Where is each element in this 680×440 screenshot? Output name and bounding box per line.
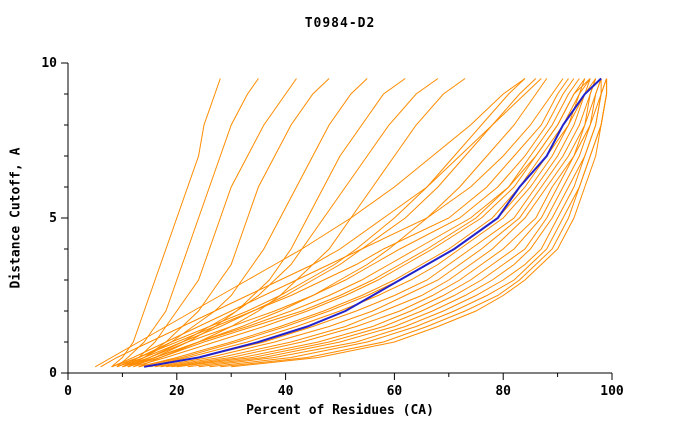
model-curve bbox=[149, 78, 591, 368]
x-axis-label: Percent of Residues (CA) bbox=[246, 403, 434, 418]
model-curve bbox=[111, 78, 564, 368]
x-tick-label: 100 bbox=[600, 384, 624, 399]
x-tick-label: 80 bbox=[495, 384, 511, 399]
model-curve bbox=[122, 78, 368, 368]
model-curve bbox=[122, 78, 575, 368]
model-curve bbox=[138, 78, 597, 368]
model-curve bbox=[127, 78, 330, 368]
model-curve bbox=[111, 78, 526, 368]
model-curve bbox=[127, 78, 580, 368]
x-tick-label: 20 bbox=[169, 384, 185, 399]
y-tick-label: 0 bbox=[49, 366, 57, 381]
model-curve bbox=[133, 78, 406, 368]
model-curve bbox=[111, 78, 221, 368]
model-curve bbox=[220, 78, 608, 368]
model-curve bbox=[94, 78, 526, 368]
model-curve bbox=[122, 78, 548, 368]
model-curve bbox=[231, 78, 608, 368]
model-curve bbox=[198, 78, 608, 368]
model-curve bbox=[127, 78, 591, 368]
model-curve bbox=[165, 78, 602, 368]
highlight-curve bbox=[143, 77, 602, 368]
model-curve bbox=[209, 78, 608, 368]
chart-title: T0984-D2 bbox=[304, 16, 376, 31]
model-curve bbox=[160, 78, 597, 368]
model-curve bbox=[100, 78, 542, 368]
model-curve bbox=[144, 78, 591, 368]
model-curve bbox=[176, 78, 602, 368]
model-curve bbox=[116, 78, 569, 368]
x-tick-label: 60 bbox=[387, 384, 403, 399]
y-axis-label: Distance Cutoff, A bbox=[8, 147, 24, 289]
model-curve bbox=[133, 78, 586, 368]
x-tick-label: 40 bbox=[278, 384, 294, 399]
y-tick-label: 5 bbox=[49, 211, 57, 226]
model-curve bbox=[127, 78, 439, 368]
model-curve bbox=[138, 78, 586, 368]
model-curve bbox=[116, 78, 537, 368]
x-tick-label: 0 bbox=[64, 384, 72, 399]
model-curve bbox=[154, 78, 597, 368]
y-tick-label: 10 bbox=[41, 56, 57, 71]
model-curve bbox=[171, 78, 602, 368]
model-curve bbox=[122, 78, 297, 368]
